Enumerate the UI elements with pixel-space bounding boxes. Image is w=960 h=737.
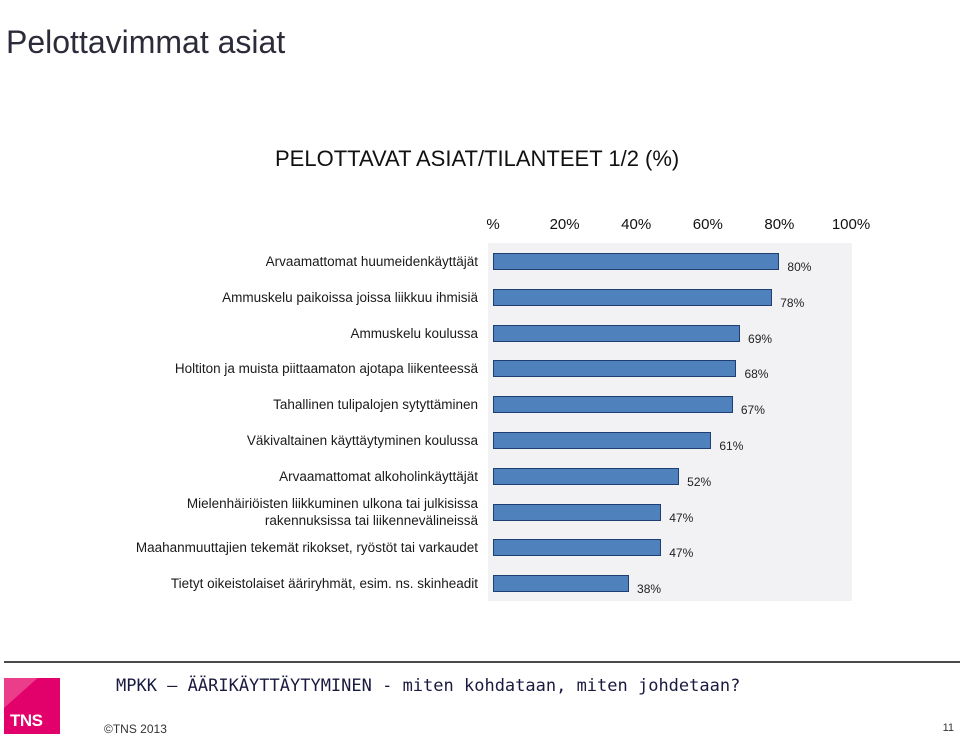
- bar: [493, 503, 662, 521]
- category-label: Väkivaltainen käyttäytyminen koulussa: [246, 433, 478, 448]
- bar: [493, 539, 662, 557]
- footer-title: MPKK – ÄÄRIKÄYTTÄYTYMINEN - miten kohdat…: [116, 676, 741, 696]
- data-label: 52%: [687, 474, 712, 489]
- bar: [493, 324, 741, 342]
- bar: [493, 360, 737, 378]
- category-label: Ammuskelu koulussa: [350, 325, 478, 341]
- footer-divider: [4, 661, 960, 663]
- data-label: 47%: [669, 510, 694, 525]
- logo-stripe: [4, 678, 38, 708]
- x-tick-label: %: [486, 216, 500, 233]
- data-label: 47%: [669, 546, 694, 561]
- copyright: ©TNS 2013: [104, 722, 167, 736]
- x-tick-label: 60%: [692, 216, 723, 233]
- bar: [493, 253, 780, 270]
- bar: [493, 575, 630, 593]
- category-label: Tietyt oikeistolaiset ääriryhmät, esim. …: [170, 576, 478, 592]
- category-label: Holtiton ja muista piittaamaton ajotapa …: [174, 361, 478, 377]
- category-label: Mielenhäiriöisten liikkuminen ulkona tai…: [186, 496, 478, 529]
- x-tick-label: 40%: [621, 216, 652, 233]
- category-label: Maahanmuuttajien tekemät rikokset, ryöst…: [135, 540, 478, 556]
- category-label: Arvaamattomat huumeidenkäyttäjät: [265, 254, 478, 269]
- x-tick-label: 20%: [549, 216, 580, 233]
- x-tick-label: 100%: [831, 216, 871, 233]
- x-tick-label: 80%: [764, 216, 795, 233]
- data-label: 68%: [744, 367, 769, 382]
- data-label: 80%: [787, 260, 812, 274]
- page-number: 11: [942, 722, 954, 734]
- bar: [493, 432, 712, 449]
- tns-logo: TNS: [4, 678, 60, 734]
- category-label: Ammuskelu paikoissa joissa liikkuu ihmis…: [222, 289, 478, 305]
- data-label: 61%: [719, 439, 744, 453]
- bar: [493, 467, 680, 485]
- bar: [493, 396, 733, 414]
- category-label: Arvaamattomat alkoholinkäyttäjät: [279, 468, 478, 484]
- page-title: Pelottavimmat asiat: [6, 24, 286, 60]
- chart-title: PELOTTAVAT ASIAT/TILANTEET 1/2 (%): [275, 146, 680, 171]
- category-label: Tahallinen tulipalojen sytyttäminen: [273, 397, 478, 413]
- data-label: 69%: [748, 331, 773, 346]
- bar: [493, 288, 773, 306]
- data-label: 38%: [637, 582, 662, 597]
- data-label: 67%: [740, 403, 765, 418]
- logo-text: TNS: [10, 711, 43, 730]
- data-label: 78%: [780, 295, 805, 310]
